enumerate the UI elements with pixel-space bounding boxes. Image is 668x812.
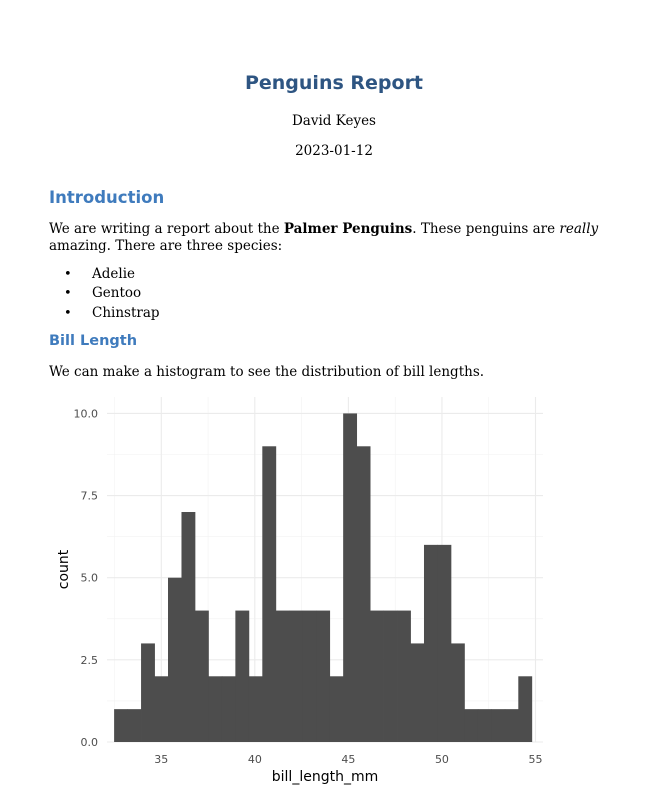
histogram-bar (491, 709, 506, 742)
histogram-bar (248, 676, 263, 742)
histogram-bar (194, 610, 209, 742)
histogram-bar (235, 610, 250, 742)
x-tick-label: 50 (435, 753, 449, 766)
histogram-bar (141, 643, 155, 742)
x-tick-label: 45 (341, 753, 355, 766)
report-title: Penguins Report (244, 72, 424, 94)
histogram-bar (437, 544, 452, 742)
histogram-bar (181, 512, 196, 742)
x-tick-label: 35 (154, 753, 168, 766)
histogram-bar (262, 446, 277, 742)
bullet-icon: • (64, 267, 72, 282)
histogram-bar (343, 413, 358, 742)
histogram-bar (423, 544, 438, 742)
y-tick-label: 7.5 (81, 490, 99, 503)
species-list-item: • Gentoo (49, 284, 160, 303)
species-name: Adelie (92, 266, 136, 282)
histogram-bar (410, 643, 425, 742)
intro-text-2: . These penguins are (412, 221, 560, 237)
histogram-bar (329, 676, 344, 742)
intro-bold-palmer-penguins: Palmer Penguins (283, 221, 413, 237)
y-tick-label: 2.5 (81, 654, 99, 667)
species-name: Gentoo (92, 285, 142, 302)
bullet-icon: • (64, 286, 72, 302)
species-list-item: • Adelie (49, 265, 160, 284)
histogram-bar (397, 610, 411, 742)
bill-length-paragraph: We can make a histogram to see the distr… (49, 364, 485, 380)
histogram-bar (221, 676, 236, 742)
histogram-bar (302, 610, 317, 742)
x-tick-label: 55 (529, 753, 543, 766)
species-name: Chinstrap (92, 304, 160, 321)
y-tick-label: 0.0 (81, 736, 99, 749)
species-list-item: • Chinstrap (49, 304, 160, 323)
report-author: David Keyes (291, 113, 376, 129)
histogram-bar (356, 446, 371, 742)
y-axis-title: count (56, 549, 72, 589)
report-date: 2023-01-12 (295, 143, 373, 159)
histogram-bar (504, 709, 519, 742)
histogram-bar (477, 709, 492, 742)
bill-length-heading: Bill Length (49, 333, 138, 349)
histogram-bar (464, 709, 479, 742)
introduction-paragraph: We are writing a report about the Palmer… (49, 221, 609, 255)
intro-text-1: We are writing a report about the (49, 221, 284, 237)
x-tick-label: 40 (248, 753, 262, 766)
intro-text-3: amazing. There are three species: (49, 238, 283, 254)
species-list: • Adelie • Gentoo • Chinstrap (49, 265, 160, 323)
intro-italic-really: really (559, 221, 599, 237)
histogram-bar (154, 676, 169, 742)
histogram-bar (168, 577, 182, 742)
histogram-bar (370, 610, 384, 742)
histogram-bar (316, 610, 331, 742)
histogram-bar (127, 709, 142, 742)
histogram-bar (114, 709, 128, 742)
histogram-bar (383, 610, 398, 742)
histogram-bar (518, 676, 533, 742)
histogram-bar (208, 676, 223, 742)
histogram-bar (275, 610, 290, 742)
histogram-bar (289, 610, 304, 742)
histogram-bar (450, 643, 465, 742)
bullet-icon: • (64, 305, 72, 321)
introduction-heading: Introduction (49, 188, 165, 207)
y-tick-label: 5.0 (81, 572, 99, 585)
y-tick-label: 10.0 (74, 407, 99, 420)
x-axis-title: bill_length_mm (272, 769, 378, 785)
